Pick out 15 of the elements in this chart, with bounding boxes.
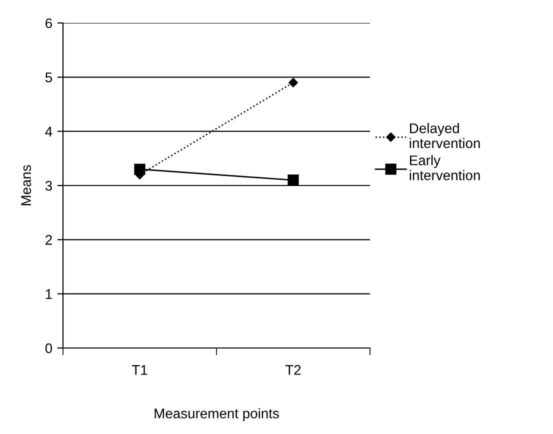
y-tick-label: 5 (45, 72, 52, 82)
y-tick-label: 1 (46, 289, 52, 299)
legend-label: Early intervention (410, 155, 480, 180)
y-tick-label: 2 (46, 235, 52, 245)
point (288, 78, 298, 88)
y-tick-label: 6 (46, 18, 52, 28)
y-tick-label: 0 (45, 343, 52, 354)
x-axis-title: Measurement points (154, 408, 279, 422)
legend-label: Delayed intervention (410, 123, 480, 148)
y-axis-title: Means (21, 165, 32, 206)
x-tick-label: T2 (285, 365, 301, 375)
x-tick-label: T1 (132, 365, 148, 375)
point (288, 174, 299, 186)
y-tick-label: 4 (45, 126, 52, 136)
y-tick-label: 3 (45, 180, 52, 191)
